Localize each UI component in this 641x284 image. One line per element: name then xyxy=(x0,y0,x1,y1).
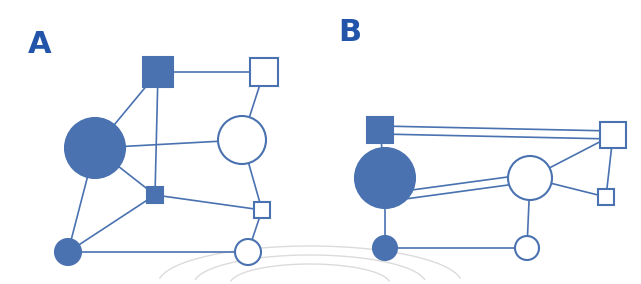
Circle shape xyxy=(508,156,552,200)
Bar xyxy=(367,117,393,143)
Bar xyxy=(143,57,173,87)
Circle shape xyxy=(373,236,397,260)
Circle shape xyxy=(65,118,125,178)
Bar xyxy=(250,58,278,86)
Bar xyxy=(382,189,398,205)
Circle shape xyxy=(55,239,81,265)
Circle shape xyxy=(218,116,266,164)
Text: B: B xyxy=(338,18,361,47)
Bar xyxy=(254,202,270,218)
Text: A: A xyxy=(28,30,52,59)
Circle shape xyxy=(515,236,539,260)
Bar xyxy=(598,189,614,205)
Circle shape xyxy=(355,148,415,208)
Bar xyxy=(600,122,626,148)
Bar xyxy=(147,187,163,203)
Circle shape xyxy=(235,239,261,265)
